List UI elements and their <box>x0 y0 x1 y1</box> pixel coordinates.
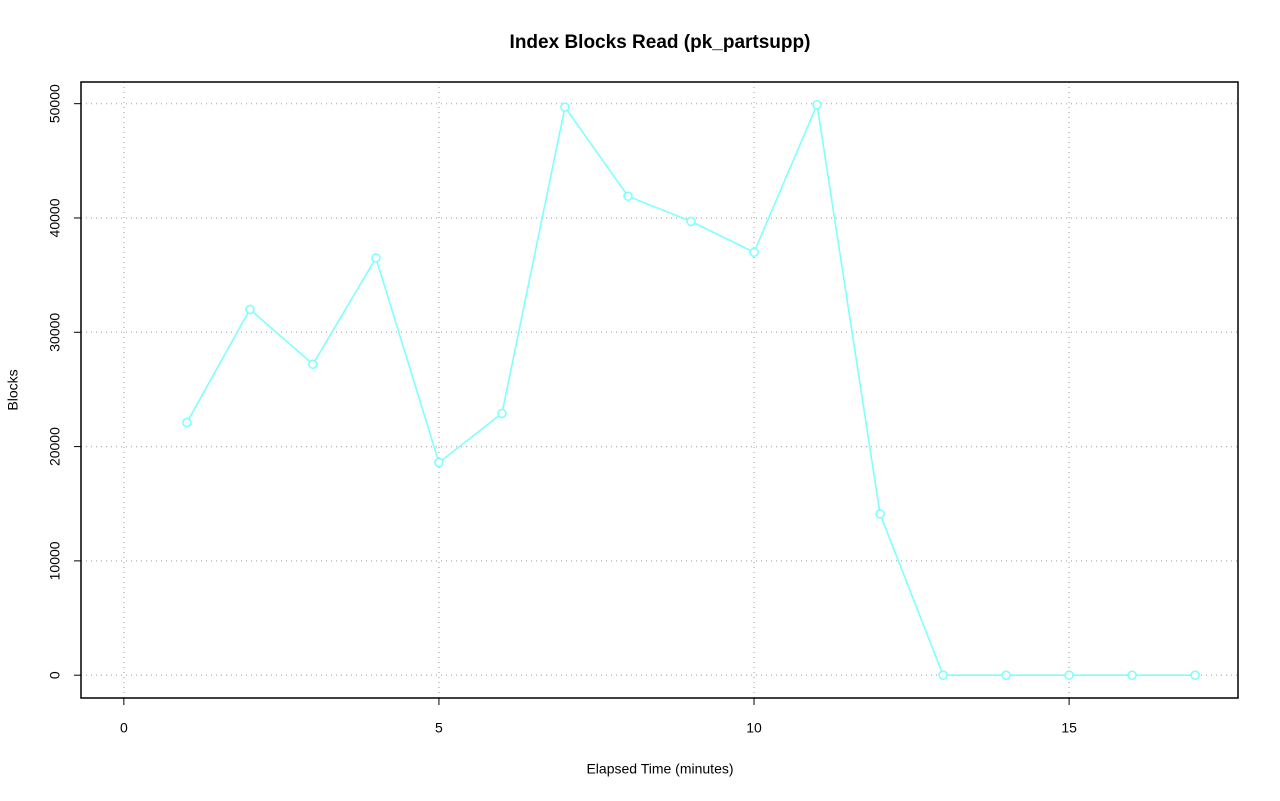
data-point <box>812 100 822 110</box>
data-point <box>434 457 444 468</box>
data-point <box>371 253 381 263</box>
y-tick-label: 20000 <box>47 427 63 466</box>
data-point <box>1064 670 1074 680</box>
data-point <box>560 102 570 112</box>
x-tick-label: 5 <box>435 720 443 736</box>
data-line <box>186 101 1196 676</box>
x-tick-label: 10 <box>746 720 762 736</box>
data-point <box>1127 670 1137 680</box>
y-tick-label: 30000 <box>47 313 63 352</box>
data-point <box>245 304 255 315</box>
data-point <box>182 417 192 428</box>
y-axis-label: Blocks <box>5 369 21 410</box>
data-point <box>497 408 507 419</box>
y-tick-label: 40000 <box>47 198 63 237</box>
data-point <box>308 359 318 370</box>
x-tick-label: 0 <box>120 720 128 736</box>
data-point <box>686 216 696 227</box>
y-tick-label: 50000 <box>47 84 63 123</box>
data-point <box>1190 670 1200 680</box>
data-point <box>749 247 759 258</box>
y-tick-label: 10000 <box>47 541 63 580</box>
data-point <box>1001 670 1011 680</box>
y-tick-label: 0 <box>47 671 63 679</box>
data-point <box>875 509 885 519</box>
x-axis-label: Elapsed Time (minutes) <box>586 761 733 777</box>
x-tick-label: 15 <box>1061 720 1077 736</box>
data-point <box>623 191 633 202</box>
plot-frame <box>80 81 1239 699</box>
data-point <box>938 670 948 680</box>
chart-title: Index Blocks Read (pk_partsupp) <box>510 32 811 53</box>
